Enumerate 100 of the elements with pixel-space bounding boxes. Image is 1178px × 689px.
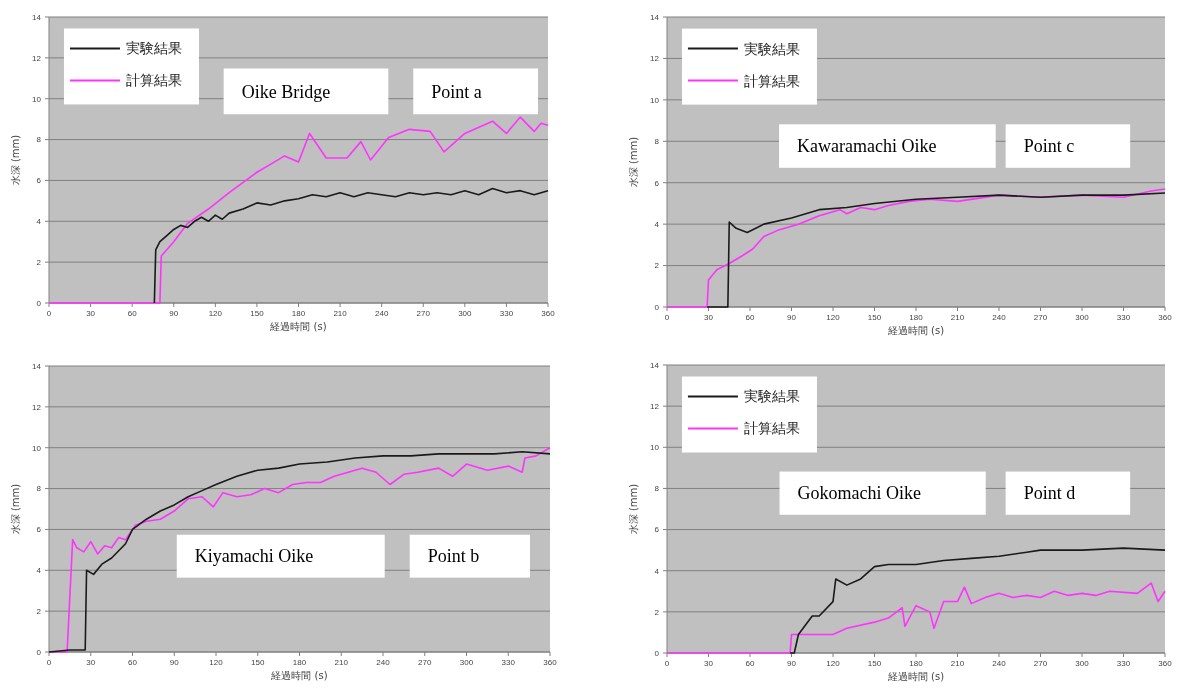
x-tick-label: 270 [416, 309, 431, 318]
x-tick-label: 120 [826, 313, 841, 322]
x-tick-label: 270 [1033, 313, 1048, 322]
y-tick-label: 12 [32, 53, 42, 63]
y-tick-label: 10 [650, 95, 660, 105]
x-tick-label: 60 [745, 659, 755, 668]
y-tick-label: 12 [650, 401, 660, 411]
x-tick-label: 240 [374, 309, 389, 318]
annotation: Oike Bridge [241, 81, 331, 102]
x-axis-title: 経過時間 (s) [886, 325, 945, 336]
x-tick-label: 300 [459, 658, 474, 667]
x-tick-label: 270 [1033, 659, 1048, 668]
y-tick-label: 14 [32, 361, 42, 371]
annotation: Kawaramachi Oike [797, 136, 937, 157]
y-tick-label: 6 [36, 525, 42, 535]
y-tick-label: 6 [654, 525, 660, 535]
x-tick-label: 300 [458, 309, 473, 318]
x-tick-label: 240 [376, 658, 391, 667]
y-axis-title: 水深 (mm) [10, 134, 21, 186]
legend-label: 計算結果 [743, 72, 800, 89]
y-tick-label: 10 [32, 443, 42, 453]
x-tick-label: 240 [992, 659, 1007, 668]
legend-label: 実験結果 [743, 40, 800, 57]
y-tick-label: 2 [36, 257, 42, 267]
text-box: Gokomachi Oike [779, 471, 986, 515]
y-tick-label: 10 [32, 94, 42, 104]
annotation: Point a [431, 81, 482, 102]
x-axis-title: 経過時間 (s) [270, 670, 328, 681]
x-tick-label: 150 [867, 659, 882, 668]
text-box: Point a [413, 68, 538, 115]
text-box: Point b [409, 534, 530, 578]
y-axis-title: 水深 (mm) [628, 483, 639, 535]
x-tick-label: 360 [543, 658, 558, 667]
x-axis-title: 経過時間 (s) [269, 321, 327, 332]
x-tick-label: 180 [909, 313, 924, 322]
x-tick-label: 60 [127, 309, 138, 318]
line-series [789, 547, 1166, 654]
y-tick-label: 6 [36, 176, 42, 186]
x-tick-label: 180 [291, 309, 306, 318]
y-tick-label: 4 [36, 217, 42, 227]
x-tick-label: 90 [787, 313, 797, 322]
legend-label: 計算結果 [125, 72, 182, 89]
x-tick-label: 150 [867, 313, 882, 322]
x-tick-label: 90 [169, 309, 179, 318]
annotation: Kiyamachi Oike [194, 546, 314, 567]
y-tick-label: 14 [650, 12, 660, 22]
annotation: Point d [1023, 483, 1076, 504]
text-box: Point d [1005, 471, 1131, 515]
x-tick-label: 330 [501, 658, 516, 667]
x-tick-label: 0 [46, 658, 52, 667]
y-tick-label: 4 [36, 566, 42, 576]
legend-label: 計算結果 [743, 420, 800, 437]
x-tick-label: 300 [1075, 659, 1090, 668]
y-tick-label: 10 [650, 443, 660, 453]
x-tick-label: 120 [826, 659, 841, 668]
x-axis-title: 経過時間 (s) [886, 671, 945, 682]
y-tick-label: 12 [32, 402, 42, 412]
y-tick-label: 6 [654, 178, 660, 188]
annotation: Gokomachi Oike [797, 483, 922, 504]
x-tick-label: 60 [128, 658, 138, 667]
x-tick-label: 120 [209, 658, 224, 667]
y-tick-label: 12 [650, 54, 660, 64]
y-tick-label: 8 [36, 135, 42, 145]
y-tick-label: 8 [654, 137, 660, 147]
x-tick-label: 360 [1158, 659, 1173, 668]
x-tick-label: 210 [333, 309, 348, 318]
y-tick-label: 4 [654, 219, 660, 229]
x-tick-label: 120 [208, 309, 223, 318]
x-tick-label: 30 [704, 313, 714, 322]
y-tick-label: 14 [650, 360, 660, 370]
x-tick-label: 30 [86, 309, 96, 318]
x-tick-label: 210 [334, 658, 349, 667]
x-tick-label: 360 [541, 309, 556, 318]
x-tick-label: 330 [1116, 659, 1131, 668]
y-tick-label: 2 [36, 606, 42, 616]
y-tick-label: 0 [36, 647, 42, 657]
x-tick-label: 330 [499, 309, 514, 318]
x-tick-label: 210 [950, 313, 965, 322]
text-box: Kawaramachi Oike [779, 124, 996, 168]
legend-label: 実験結果 [125, 40, 182, 57]
x-tick-label: 150 [250, 309, 265, 318]
x-tick-label: 0 [664, 313, 670, 322]
y-tick-label: 2 [654, 607, 660, 617]
x-tick-label: 210 [950, 659, 965, 668]
y-tick-label: 4 [654, 566, 660, 576]
y-axis-title: 水深 (mm) [10, 483, 21, 535]
x-tick-label: 330 [1116, 313, 1131, 322]
x-tick-label: 150 [251, 658, 265, 667]
x-tick-label: 0 [664, 659, 670, 668]
legend-label: 実験結果 [743, 388, 800, 405]
x-tick-label: 90 [169, 658, 180, 667]
x-tick-label: 180 [292, 658, 307, 667]
x-tick-label: 0 [46, 309, 52, 318]
line-series [153, 187, 549, 304]
x-tick-label: 90 [787, 659, 797, 668]
text-box: Point c [1005, 124, 1131, 168]
y-tick-label: 0 [36, 298, 42, 308]
x-tick-label: 360 [1158, 313, 1173, 322]
x-tick-label: 180 [909, 659, 924, 668]
y-tick-label: 14 [32, 12, 42, 22]
